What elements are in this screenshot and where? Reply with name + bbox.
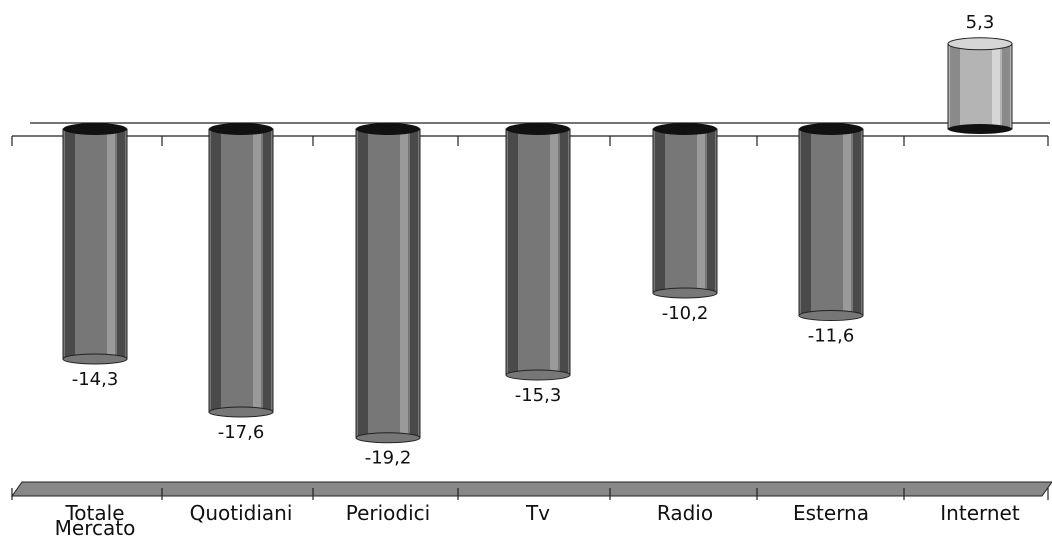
bar-shade-right: [853, 131, 861, 314]
bar-highlight: [107, 131, 115, 357]
bar-shade-left: [508, 131, 518, 374]
bar-highlight: [992, 45, 1000, 127]
bar-highlight: [253, 131, 261, 411]
bar-cap-bottom: [798, 310, 864, 322]
bar-highlight: [697, 131, 705, 292]
category-label: Totale: [64, 501, 124, 525]
bar-shade-left: [358, 131, 368, 436]
bar-shade-right: [117, 131, 125, 357]
bar-shade-right: [1002, 45, 1010, 127]
bar-shade-right: [410, 131, 418, 436]
category-label: Mercato: [55, 516, 136, 536]
bar-shade-right: [707, 131, 715, 292]
category-label: Radio: [657, 501, 713, 525]
data-label: -11,6: [808, 326, 855, 347]
category-label: Tv: [525, 501, 550, 525]
bar-cap-top: [653, 123, 717, 135]
bar-cap-top: [799, 123, 863, 135]
bar-cap-bottom: [62, 353, 128, 365]
bar-cap-bottom: [505, 369, 571, 381]
data-label: -14,3: [72, 369, 119, 390]
bar-shade-right: [560, 131, 568, 374]
bar-shade-left: [950, 45, 960, 127]
bar-shade-left: [801, 131, 811, 314]
data-label: -17,6: [218, 422, 265, 443]
bar-cap-top: [209, 123, 273, 135]
category-label: Quotidiani: [190, 501, 293, 525]
bar-shade-left: [655, 131, 665, 292]
bar-shade-left: [211, 131, 221, 411]
bar-highlight: [843, 131, 851, 314]
data-label: -19,2: [365, 448, 412, 469]
data-label: -15,3: [515, 385, 562, 406]
bar-highlight: [400, 131, 408, 436]
bar-highlight: [550, 131, 558, 374]
bar-cap-top: [356, 123, 420, 135]
bar-cap-top: [506, 123, 570, 135]
category-label: Periodici: [346, 501, 430, 525]
bar-cap-base: [948, 124, 1012, 134]
data-label: 5,3: [966, 12, 995, 33]
bar-shade-right: [263, 131, 271, 411]
bar-cap-bottom: [652, 287, 718, 299]
category-label: Esterna: [793, 501, 869, 525]
bar-shade-left: [65, 131, 75, 357]
data-label: -10,2: [662, 303, 709, 324]
bar-cap-bottom: [355, 432, 421, 444]
floor-slab: [11, 481, 1052, 497]
bar-cap-bottom: [208, 406, 274, 418]
bar-cap-top: [947, 37, 1013, 51]
bar-cap-top: [63, 123, 127, 135]
category-label: Internet: [940, 501, 1020, 525]
